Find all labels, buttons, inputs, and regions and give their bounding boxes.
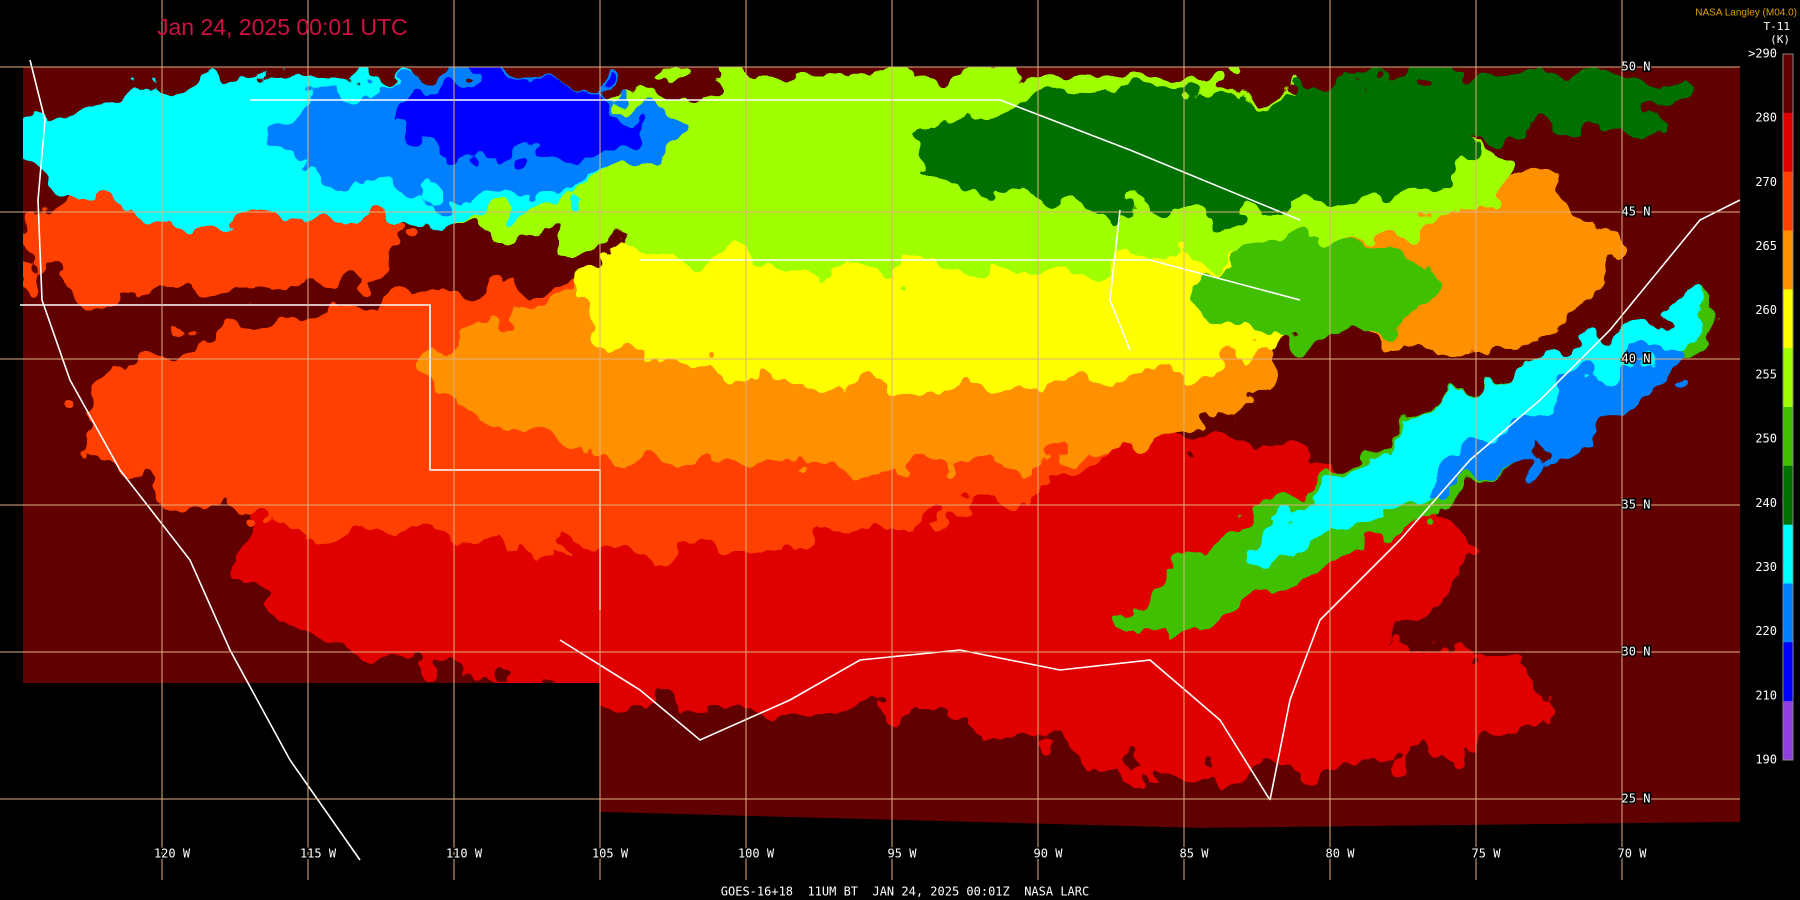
latitude-label: 40 N: [1622, 352, 1651, 366]
field: [1200, 240, 1440, 340]
colorbar-segment: [1783, 465, 1793, 526]
colorbar-segment: [1783, 407, 1793, 467]
colorbar-label: 255: [1755, 367, 1777, 381]
field: [950, 630, 1550, 770]
colorbar-segment: [1783, 171, 1793, 231]
colorbar-label: >290: [1748, 47, 1777, 61]
colorbar-segment: [1783, 112, 1793, 173]
longitude-label: 85 W: [1180, 847, 1210, 861]
coastline: [559, 639, 1271, 801]
colorbar-segment: [1783, 54, 1793, 114]
unit-label: (K): [1770, 33, 1790, 46]
title: Jan 24, 2025 00:01 UTC: [157, 14, 408, 40]
longitude-label: 75 W: [1472, 847, 1502, 861]
colorbar-label: 260: [1755, 303, 1777, 317]
coastline: [29, 59, 361, 861]
field: [920, 90, 1480, 210]
field: [400, 80, 640, 160]
colorbar-frame: [1782, 53, 1794, 761]
colorbar-segment: [1783, 289, 1793, 349]
satellite-image: [23, 67, 1740, 828]
longitude-label: 70 W: [1618, 847, 1648, 861]
longitude-label: 110 W: [446, 847, 483, 861]
colorbar-label: 265: [1755, 239, 1777, 253]
colorbar-segment: [1783, 583, 1793, 643]
colorbar-segment: [1783, 348, 1793, 408]
colorbar-label: 210: [1755, 688, 1777, 702]
lake-michigan: [1109, 209, 1131, 351]
border: [640, 259, 1301, 301]
colorbar-segment: [1783, 642, 1793, 702]
boundaries: [20, 59, 1741, 861]
latitude-label: 45 N: [1622, 205, 1651, 219]
colorbar-label: 270: [1755, 175, 1777, 189]
colorbar-label: 280: [1755, 111, 1777, 125]
graticule: 50 N 45 N 40 N 35 N 30 N 25 N 120 W 115 W 110 W 1…: [0, 0, 1740, 880]
latitude-label: 50 N: [1622, 60, 1651, 74]
footer: GOES-16+18 11UM BT JAN 24, 2025 00:01Z N…: [721, 885, 1089, 899]
longitude-label: 80 W: [1326, 847, 1356, 861]
colorbar-label: 190: [1755, 753, 1777, 767]
border: [250, 99, 1301, 221]
colorbar-label: 230: [1755, 560, 1777, 574]
source-label: NASA Langley (M04.0): [1695, 8, 1797, 19]
colorbar: >290 280 270 265 260 255 250 240 230 220 210 190: [1748, 47, 1794, 767]
longitude-label: 115 W: [300, 847, 337, 861]
colorbar-segment: [1783, 230, 1793, 290]
longitude-label: 100 W: [738, 847, 775, 861]
field: [1300, 70, 1700, 130]
longitude-label: 95 W: [888, 847, 918, 861]
colorbar-segment: [1783, 524, 1793, 584]
latitude-label: 25 N: [1622, 792, 1651, 806]
temperature-fields: [23, 70, 1721, 770]
product-label: T-11: [1764, 20, 1791, 33]
colorbar-label: 240: [1755, 496, 1777, 510]
field: [1249, 304, 1711, 556]
latitude-label: 30 N: [1622, 645, 1651, 659]
latitude-label: 35 N: [1622, 498, 1651, 512]
longitude-label: 90 W: [1034, 847, 1064, 861]
longitude-label: 105 W: [592, 847, 629, 861]
colorbar-segment: [1783, 701, 1793, 761]
coastline: [1269, 199, 1741, 801]
colorbar-label: 220: [1755, 624, 1777, 638]
longitude-label: 120 W: [154, 847, 191, 861]
colorbar-label: 250: [1755, 432, 1777, 446]
